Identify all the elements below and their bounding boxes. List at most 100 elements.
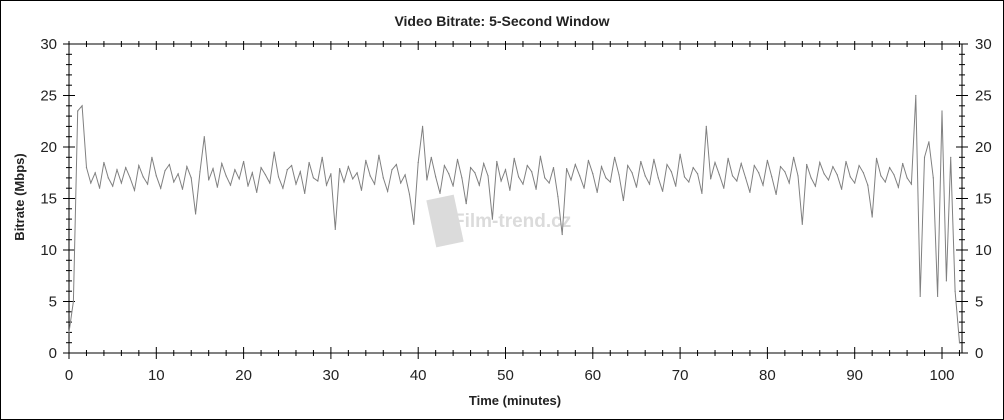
data-point: [435, 176, 437, 178]
x-axis-title: Time (minutes): [469, 393, 561, 408]
data-point: [749, 191, 751, 193]
data-point: [823, 173, 825, 175]
right-y-tick-label: 0: [975, 345, 983, 362]
data-point: [378, 154, 380, 156]
x-tick-label: 50: [497, 367, 514, 384]
data-point: [810, 177, 812, 179]
data-point: [469, 167, 472, 169]
data-point: [679, 153, 681, 155]
data-point: [932, 177, 934, 179]
data-point: [736, 180, 738, 182]
data-point: [714, 161, 716, 164]
data-point: [784, 171, 786, 173]
data-point: [260, 167, 262, 169]
data-point: [120, 182, 122, 184]
data-point: [801, 223, 803, 225]
data-point: [107, 177, 109, 179]
watermark-logo: Film-trend.cz: [426, 194, 571, 248]
y-axis-title: Bitrate (Mbps): [12, 153, 27, 240]
data-point: [797, 175, 799, 177]
data-point: [718, 174, 720, 176]
data-point: [199, 171, 201, 173]
data-point: [347, 165, 349, 168]
data-point: [142, 176, 144, 178]
data-point: [146, 183, 149, 185]
y-tick-label: 10: [40, 242, 57, 259]
y-tick-label: 0: [49, 345, 57, 362]
data-point: [583, 187, 585, 189]
data-point: [723, 187, 725, 189]
data-point: [605, 177, 607, 179]
data-point: [539, 155, 542, 157]
data-point: [566, 168, 568, 170]
data-point: [317, 180, 319, 182]
data-point: [775, 193, 777, 195]
data-point: [766, 159, 769, 161]
data-point: [806, 163, 808, 166]
data-point: [77, 110, 79, 112]
data-point: [657, 177, 659, 179]
y-tick-label: 5: [49, 294, 57, 311]
data-point: [208, 179, 210, 181]
data-point: [906, 177, 908, 179]
data-point: [343, 181, 345, 183]
data-point: [452, 185, 454, 187]
data-point: [304, 192, 306, 194]
data-point: [160, 187, 162, 189]
data-point: [413, 223, 415, 225]
data-point: [893, 174, 895, 176]
data-point: [644, 175, 646, 177]
data-point: [177, 173, 179, 175]
data-point: [387, 190, 389, 192]
data-point: [574, 163, 576, 166]
data-point: [352, 178, 354, 180]
data-point: [133, 189, 136, 191]
data-point: [186, 165, 188, 168]
data-point: [504, 169, 507, 171]
data-point: [923, 156, 926, 158]
data-point: [771, 176, 773, 178]
svg-text:Film-trend.cz: Film-trend.cz: [453, 211, 571, 232]
data-point: [116, 169, 118, 171]
data-point: [614, 156, 616, 158]
right-y-tick-label: 25: [975, 88, 992, 105]
data-point: [330, 173, 332, 175]
data-point: [832, 165, 834, 168]
data-point: [670, 171, 672, 173]
data-point: [251, 172, 253, 174]
data-point: [286, 169, 288, 171]
data-point: [535, 188, 537, 190]
data-point: [513, 157, 515, 159]
data-point: [862, 172, 865, 174]
data-point: [819, 161, 821, 164]
x-tick-label: 30: [323, 367, 340, 384]
data-point: [710, 178, 712, 180]
data-point: [640, 160, 642, 163]
data-point: [391, 169, 393, 171]
x-tick-label: 0: [65, 367, 73, 384]
data-point: [483, 162, 485, 165]
data-point: [194, 213, 197, 215]
data-point: [81, 105, 83, 107]
data-point: [884, 181, 886, 183]
data-point: [814, 185, 817, 187]
data-point: [941, 110, 943, 112]
right-y-tick-label: 10: [975, 242, 992, 259]
data-point: [596, 191, 598, 193]
data-point: [889, 167, 891, 169]
data-point: [854, 182, 856, 184]
data-point: [662, 190, 664, 192]
data-point: [561, 233, 563, 236]
data-point: [312, 177, 315, 179]
data-point: [635, 186, 638, 188]
data-point: [474, 172, 476, 174]
data-point: [517, 176, 520, 178]
data-point: [897, 186, 899, 188]
data-point: [225, 175, 227, 177]
right-y-tick-label: 30: [975, 36, 992, 53]
data-point: [788, 182, 790, 184]
data-point: [190, 177, 192, 179]
data-point: [496, 160, 498, 163]
